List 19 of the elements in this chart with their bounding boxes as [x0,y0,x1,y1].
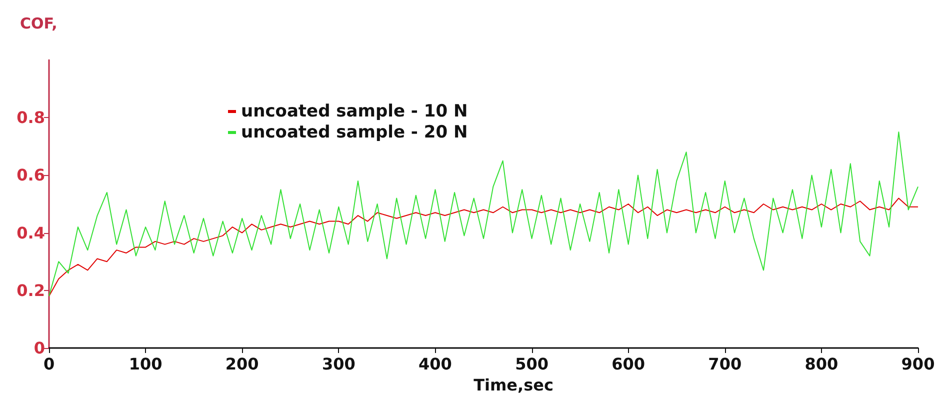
y-tick-label: 0.4 [16,223,45,242]
x-tick-label: 500 [515,354,548,374]
y-tick-label: 0.6 [16,166,45,185]
x-tick-label: 800 [804,354,838,374]
x-axis-title: Time,sec [474,375,554,394]
y-tick-label: 0.8 [16,108,45,128]
x-tick-label: 200 [225,354,259,374]
line-series [48,198,918,297]
x-tick-label: 400 [418,354,452,374]
x-tick-label: 700 [708,354,742,374]
x-tick-label: 900 [901,354,935,374]
y-tick-label: 0 [34,338,45,358]
legend-label: uncoated sample - 20 N [241,122,468,142]
y-axis-title: COF, [20,14,58,32]
legend-label: uncoated sample - 10 N [241,102,468,122]
x-tick-label: 600 [612,354,646,374]
y-tick-label: 0.2 [16,280,45,300]
x-tick-label: 300 [322,354,356,374]
x-tick-label: 100 [128,354,162,374]
